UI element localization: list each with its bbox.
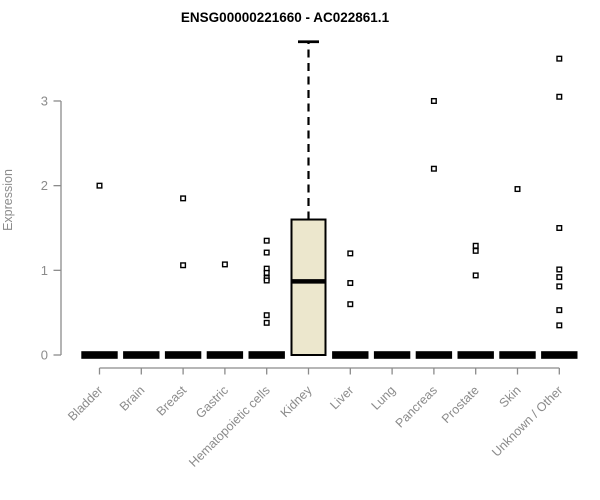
- collapsed-box-bar: [123, 351, 160, 359]
- collapsed-box-bar: [373, 351, 411, 359]
- outlier-point: [430, 97, 437, 104]
- outlier-point: [472, 242, 479, 249]
- y-axis-tick-label: 3: [41, 93, 48, 108]
- x-axis-label-group: Breast: [154, 383, 190, 419]
- box: [290, 218, 327, 356]
- outlier-point: [180, 195, 187, 202]
- outlier-point: [472, 247, 479, 254]
- outlier-point: [556, 55, 563, 62]
- outlier-point: [180, 262, 187, 269]
- x-axis-tick-label: Liver: [327, 383, 356, 412]
- x-axis-tick-label: Breast: [154, 383, 190, 419]
- x-axis-tick-label: Gastric: [193, 383, 231, 421]
- outlier-point: [556, 322, 563, 329]
- outlier-point: [263, 319, 270, 326]
- y-axis-tick-label: 0: [41, 348, 48, 363]
- collapsed-box-bar: [541, 351, 578, 359]
- outlier-point: [472, 272, 479, 279]
- collapsed-box-bar: [164, 351, 202, 359]
- x-axis-label-group: Pancreas: [393, 383, 440, 430]
- collapsed-box-bar: [248, 351, 285, 359]
- x-axis-tick-label: Brain: [117, 383, 148, 414]
- outlier-point: [347, 280, 354, 287]
- collapsed-box-bar: [332, 351, 369, 359]
- outlier-point: [96, 182, 103, 189]
- collapsed-box-bar: [415, 351, 453, 359]
- collapsed-box-bar: [457, 351, 494, 359]
- collapsed-box-bar: [499, 351, 536, 359]
- x-axis-tick-label: Unknown / Other: [489, 383, 565, 459]
- x-axis-label-group: Liver: [327, 383, 356, 412]
- x-axis-tick-label: Pancreas: [393, 383, 440, 430]
- plot-area: 0 1 2 3 Bladder Brain Breast GastricHematopoiet…: [41, 40, 578, 470]
- outlier-point: [556, 93, 563, 100]
- outlier-point: [347, 301, 354, 308]
- outlier-point: [556, 283, 563, 290]
- x-axis-label-group: Lung: [369, 383, 399, 413]
- outlier-point: [263, 269, 270, 276]
- y-axis-title: Expression: [1, 169, 15, 231]
- x-axis-tick-label: Kidney: [278, 383, 315, 420]
- x-axis-label-group: Gastric: [193, 383, 231, 421]
- x-axis-label-group: Hematopoietic cells: [186, 383, 273, 470]
- x-axis-tick-label: Prostate: [439, 383, 482, 426]
- x-axis-tick-label: Skin: [497, 383, 524, 410]
- x-axis-label-group: Bladder: [65, 383, 105, 423]
- x-axis-label-group: Unknown / Other: [489, 383, 565, 459]
- outlier-point: [556, 274, 563, 281]
- outlier-point: [263, 277, 270, 284]
- outlier-point: [514, 186, 521, 193]
- collapsed-box-bar: [81, 351, 118, 359]
- outlier-point: [556, 266, 563, 273]
- outlier-point: [263, 312, 270, 319]
- outlier-point: [263, 237, 270, 244]
- chart-title: ENSG00000221660 - AC022861.1: [181, 10, 390, 25]
- outlier-point: [430, 165, 437, 172]
- outlier-point: [556, 307, 563, 314]
- collapsed-box-bar: [206, 351, 244, 359]
- outlier-point: [556, 224, 563, 231]
- x-axis-label-group: Skin: [497, 383, 524, 410]
- outlier-point: [221, 261, 228, 268]
- x-axis-label-group: Prostate: [439, 383, 482, 426]
- x-axis-tick-label: Lung: [369, 383, 399, 413]
- x-axis-label-group: Kidney: [278, 383, 315, 420]
- y-axis-tick-label: 1: [41, 263, 48, 278]
- x-axis-tick-label: Bladder: [65, 383, 105, 423]
- outlier-point: [347, 250, 354, 257]
- x-axis-label-group: Brain: [117, 383, 148, 414]
- outlier-point: [263, 249, 270, 256]
- x-axis-tick-label: Hematopoietic cells: [186, 383, 273, 470]
- y-axis-tick-label: 2: [41, 178, 48, 193]
